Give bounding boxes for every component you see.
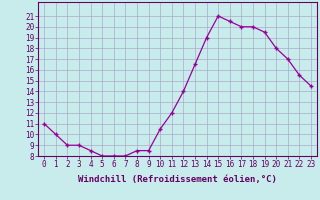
X-axis label: Windchill (Refroidissement éolien,°C): Windchill (Refroidissement éolien,°C): [78, 175, 277, 184]
